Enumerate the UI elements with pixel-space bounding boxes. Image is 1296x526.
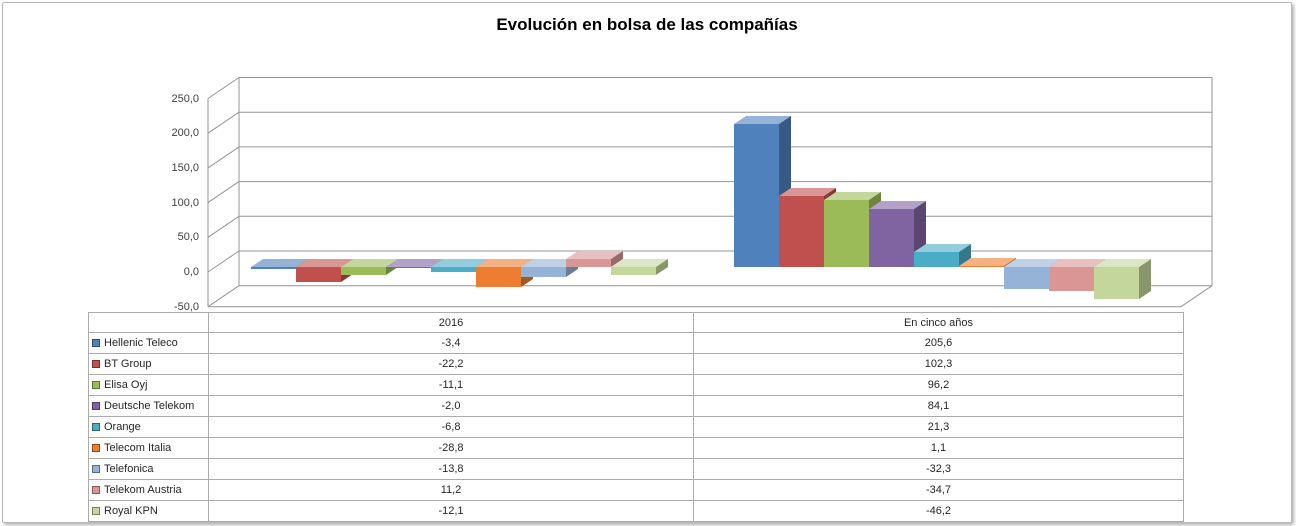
- series-name: BT Group: [104, 358, 152, 370]
- legend-swatch: [92, 465, 100, 473]
- value-cell: -28,8: [209, 438, 694, 459]
- value-cell: 1,1: [694, 438, 1184, 459]
- value-cell: 11,2: [209, 480, 694, 501]
- y-tick-label: 250,0: [171, 92, 199, 105]
- category-header-cell: 2016: [209, 313, 694, 333]
- table-corner-cell: [89, 313, 209, 333]
- gridline-connector: [207, 77, 240, 99]
- gridline-connector: [207, 111, 240, 134]
- y-tick-label: 100,0: [171, 196, 199, 209]
- series-name: Telefonica: [104, 463, 154, 475]
- value-cell: -34,7: [694, 480, 1184, 501]
- bar-front-face: [611, 267, 656, 276]
- legend-cell: Telekom Austria: [89, 480, 209, 501]
- legend-cell: Orange: [89, 417, 209, 438]
- legend-cell: Hellenic Teleco: [89, 333, 209, 354]
- series-name: Royal KPN: [104, 505, 158, 517]
- gridline-connector: [207, 215, 240, 238]
- gridline-connector: [207, 250, 240, 273]
- bar-front-face: [1004, 267, 1049, 290]
- value-cell: 96,2: [694, 375, 1184, 396]
- legend-cell: BT Group: [89, 354, 209, 375]
- bar-front-face: [914, 252, 959, 267]
- bar-front-face: [1049, 267, 1094, 292]
- y-tick-label: 200,0: [171, 127, 199, 140]
- y-tick-label: 50,0: [177, 231, 199, 244]
- legend-swatch: [92, 339, 100, 347]
- legend-swatch: [92, 402, 100, 410]
- value-cell: -2,0: [209, 396, 694, 417]
- y-tick-label: 0,0: [183, 266, 199, 278]
- value-cell: 84,1: [694, 396, 1184, 417]
- bar-front-face: [476, 267, 521, 287]
- bar-front-face: [521, 267, 566, 277]
- value-cell: -46,2: [694, 501, 1184, 522]
- bar-front-face: [296, 267, 341, 283]
- bar-front-face: [869, 208, 914, 267]
- gridline-connector: [207, 181, 240, 204]
- bar-front-face: [734, 124, 779, 267]
- gridline-connector: [207, 146, 240, 169]
- y-tick-label: 150,0: [171, 161, 199, 174]
- y-tick-label: -50,0: [173, 300, 199, 313]
- legend-cell: Royal KPN: [89, 501, 209, 522]
- series-name: Telekom Austria: [104, 484, 182, 496]
- series-name: Hellenic Teleco: [104, 337, 178, 349]
- bar-front-face: [824, 200, 869, 267]
- bar-front-face: [251, 267, 296, 270]
- bar-front-face: [386, 267, 431, 269]
- legend-swatch: [92, 381, 100, 389]
- series-name: Telecom Italia: [104, 442, 172, 454]
- legend-swatch: [92, 444, 100, 452]
- value-cell: 205,6: [694, 333, 1184, 354]
- legend-swatch: [92, 507, 100, 515]
- data-table: 2016 En cinco años Hellenic Teleco -3,4 205,…: [88, 312, 1184, 522]
- value-cell: 102,3: [694, 354, 1184, 375]
- value-cell: -32,3: [694, 459, 1184, 480]
- value-cell: -3,4: [209, 333, 694, 354]
- series-name: Elisa Oyj: [104, 379, 148, 391]
- legend-cell: Deutsche Telekom: [89, 396, 209, 417]
- value-cell: -22,2: [209, 354, 694, 375]
- legend-swatch: [92, 423, 100, 431]
- plot-area: [3, 3, 1291, 522]
- value-cell: -13,8: [209, 459, 694, 480]
- legend-cell: Elisa Oyj: [89, 375, 209, 396]
- floor-right-edge: [1180, 285, 1213, 308]
- chart-3d-walls: [207, 77, 1213, 308]
- value-cell: 21,3: [694, 417, 1184, 438]
- series-name: Orange: [104, 421, 141, 433]
- bar-front-face: [341, 267, 386, 275]
- category-header-cell: En cinco años: [694, 313, 1184, 333]
- bar-front-face: [959, 266, 1004, 267]
- bar-front-face: [431, 267, 476, 272]
- bar-front-face: [566, 259, 611, 267]
- y-axis-labels: 250,0 200,0 150,0 100,0 50,0 0,0 -50,0: [3, 3, 1291, 522]
- bar-side-face: [1139, 259, 1151, 300]
- bar-front-face: [779, 196, 824, 267]
- series-name: Deutsche Telekom: [104, 400, 195, 412]
- legend-swatch: [92, 486, 100, 494]
- legend-cell: Telefonica: [89, 459, 209, 480]
- bar-front-face: [1094, 267, 1139, 300]
- value-cell: -11,1: [209, 375, 694, 396]
- gridline-connector: [207, 285, 240, 308]
- value-cell: -6,8: [209, 417, 694, 438]
- chart-title: Evolución en bolsa de las compañías: [496, 15, 798, 34]
- value-cell: -12,1: [209, 501, 694, 522]
- legend-cell: Telecom Italia: [89, 438, 209, 459]
- legend-swatch: [92, 360, 100, 368]
